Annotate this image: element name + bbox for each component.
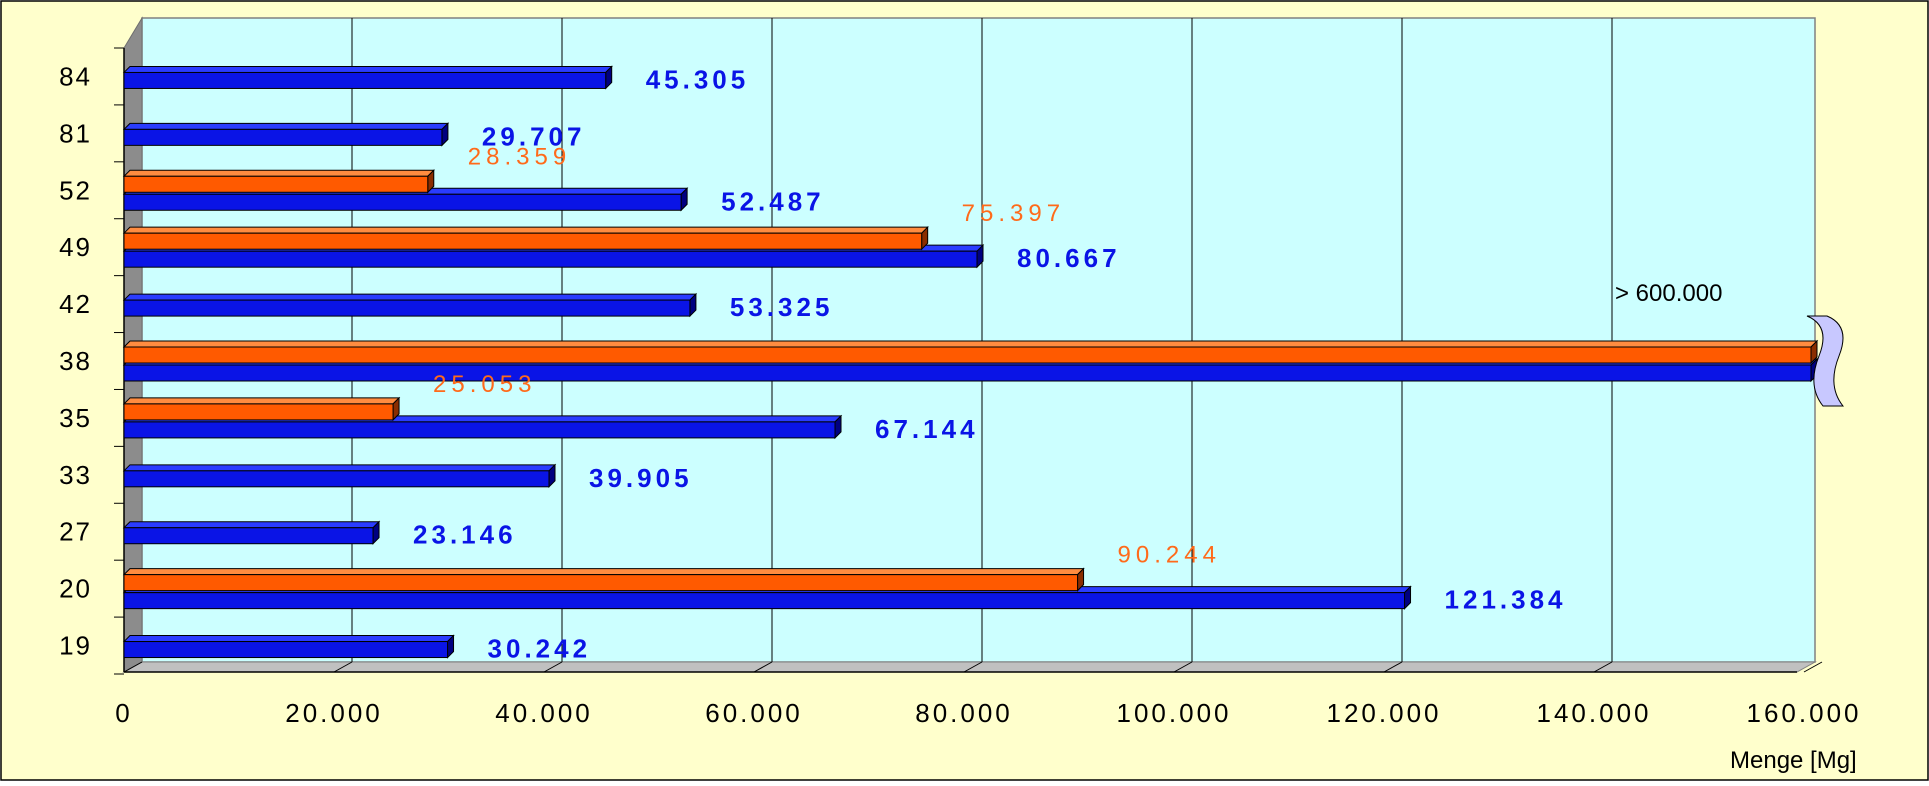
y-category-label: 35 bbox=[59, 403, 92, 433]
bar-front-face bbox=[123, 421, 836, 439]
x-tick-mark bbox=[963, 661, 983, 673]
bar-front-face bbox=[123, 299, 691, 317]
bar-top-face bbox=[122, 226, 929, 234]
blue-bar bbox=[122, 292, 698, 318]
y-category-label: 33 bbox=[59, 460, 92, 490]
bar-front-face bbox=[123, 71, 607, 89]
x-tick-label: 80.000 bbox=[915, 698, 1013, 728]
truncated-value-note: > 600.000 bbox=[1615, 280, 1722, 307]
bar-front-face bbox=[123, 250, 978, 268]
bar-top-face bbox=[122, 521, 381, 529]
x-tick-mark bbox=[1383, 661, 1403, 673]
x-tick-mark bbox=[123, 661, 143, 673]
blue-bar bbox=[122, 634, 455, 659]
blue-bar bbox=[122, 65, 613, 90]
plot-floor bbox=[122, 661, 1817, 673]
x-tick-mark bbox=[1803, 661, 1823, 673]
x-tick-label: 120.000 bbox=[1327, 698, 1442, 728]
y-category-label: 42 bbox=[59, 289, 92, 319]
orange-data-label: 75.397 bbox=[962, 200, 1065, 227]
orange-bar bbox=[122, 396, 401, 422]
y-category-label: 84 bbox=[59, 61, 92, 91]
bar-front-face bbox=[123, 592, 1406, 610]
bar-front-face bbox=[123, 641, 449, 659]
bar-front-face bbox=[123, 346, 1812, 364]
bar-top-face bbox=[122, 293, 698, 301]
x-tick-label: 20.000 bbox=[285, 698, 383, 728]
blue-data-label: 23.146 bbox=[413, 520, 517, 550]
bar-front-face bbox=[123, 175, 429, 193]
blue-data-label: 52.487 bbox=[721, 186, 825, 216]
bar-front-face bbox=[123, 128, 443, 146]
y-category-label: 27 bbox=[59, 517, 92, 547]
orange-bar bbox=[122, 567, 1085, 592]
bar-front-face bbox=[123, 232, 923, 250]
bar-top-face bbox=[122, 397, 401, 405]
orange-bar bbox=[122, 339, 1819, 365]
orange-bar bbox=[122, 169, 435, 194]
x-tick-mark bbox=[1593, 661, 1613, 673]
blue-data-label: 121.384 bbox=[1445, 585, 1567, 615]
x-tick-mark bbox=[753, 661, 773, 673]
orange-data-label: 25.053 bbox=[433, 371, 536, 398]
bar-front-face bbox=[123, 364, 1812, 382]
bar-top-face bbox=[122, 169, 435, 177]
orange-data-label: 90.244 bbox=[1118, 542, 1221, 569]
blue-data-label: 53.325 bbox=[730, 292, 834, 322]
plot-area bbox=[141, 17, 1816, 663]
y-category-label: 20 bbox=[59, 574, 92, 604]
x-tick-label: 60.000 bbox=[705, 698, 803, 728]
y-category-label: 52 bbox=[59, 175, 92, 205]
blue-data-label: 39.905 bbox=[589, 463, 693, 493]
blue-data-label: 45.305 bbox=[646, 64, 750, 94]
x-tick-mark bbox=[1173, 661, 1193, 673]
bar-top-face bbox=[122, 122, 450, 130]
y-category-label: 81 bbox=[59, 118, 92, 148]
y-category-label: 49 bbox=[59, 232, 92, 262]
orange-bar bbox=[122, 225, 929, 251]
y-category-label: 19 bbox=[59, 631, 92, 661]
blue-data-label: 30.242 bbox=[488, 634, 592, 664]
bar-top-face bbox=[122, 65, 613, 73]
x-axis-label: Menge [Mg] bbox=[1730, 747, 1857, 774]
blue-data-label: 80.667 bbox=[1017, 243, 1121, 273]
x-tick-label: 140.000 bbox=[1537, 698, 1652, 728]
bar-top-face bbox=[122, 464, 557, 472]
blue-bar bbox=[122, 463, 557, 489]
blue-bar bbox=[122, 122, 450, 147]
blue-data-label: 29.707 bbox=[482, 121, 586, 151]
bar-front-face bbox=[123, 403, 394, 421]
bar-front-face bbox=[123, 527, 374, 545]
orange-data-label: 28.359 bbox=[468, 143, 571, 170]
x-tick-label: 0 bbox=[115, 698, 132, 728]
blue-bar bbox=[122, 520, 381, 545]
x-tick-mark bbox=[333, 661, 353, 673]
bar-top-face bbox=[122, 568, 1085, 576]
bar-front-face bbox=[123, 574, 1079, 592]
y-category-label: 38 bbox=[59, 346, 92, 376]
bar-top-face bbox=[122, 635, 455, 643]
blue-data-label: 67.144 bbox=[875, 414, 979, 444]
x-tick-label: 100.000 bbox=[1117, 698, 1232, 728]
bar-front-face bbox=[123, 193, 682, 211]
bar-top-face bbox=[122, 340, 1819, 348]
x-tick-mark bbox=[543, 661, 563, 673]
bar-front-face bbox=[123, 470, 550, 488]
x-tick-label: 40.000 bbox=[495, 698, 593, 728]
axis-break-icon bbox=[1806, 315, 1845, 407]
x-tick-label: 160.000 bbox=[1747, 698, 1862, 728]
